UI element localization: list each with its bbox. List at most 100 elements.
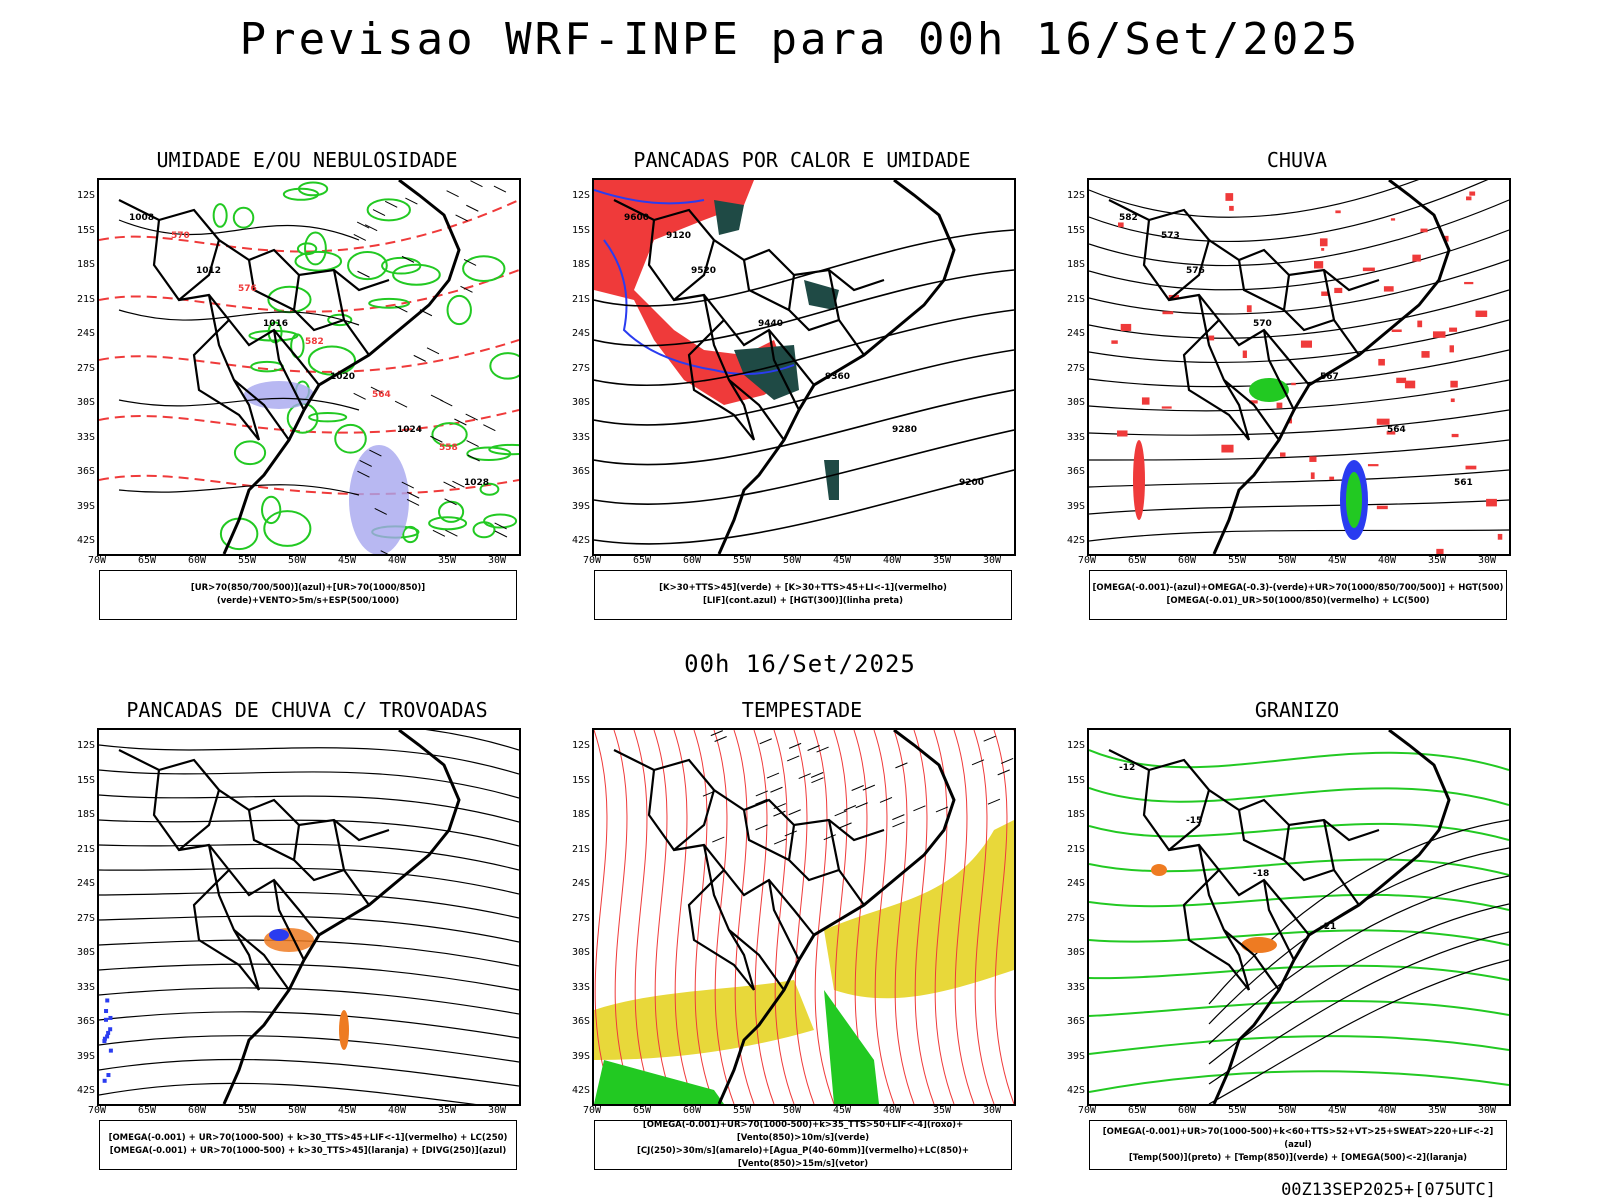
contour-label: 576 [238,284,257,294]
map-canvas-4 [99,730,519,1104]
longitude-label: 35W [1427,555,1447,566]
longitude-label: 65W [1127,1105,1147,1116]
contour-label: 567 [1320,372,1339,382]
legend-box-6: [OMEGA(-0.001)+UR>70(1000-500)+k<60+TTS>… [1089,1120,1507,1170]
legend-line: [OMEGA(-0.001) + UR>70(1000-500) + k>30_… [109,1146,507,1156]
latitude-label: 12S [1066,190,1085,201]
latitude-label: 15S [571,774,590,786]
latitude-label: 21S [1066,293,1085,305]
contour-label: 9360 [825,372,850,382]
latitude-label: 18S [1066,259,1085,270]
legend-line: [OMEGA(-0.001)+UR>70(1000-500)+k>35_TTS>… [642,1120,964,1143]
panel-title-2: PANCADAS POR CALOR E UMIDADE [633,148,971,172]
forecast-map-5 [592,728,1016,1106]
latitude-label: 18S [571,259,590,270]
longitude-label: 55W [237,555,257,566]
forecast-map-4 [97,728,521,1106]
longitude-label: 70W [1077,1105,1097,1116]
contour-label: 582 [1119,213,1138,223]
contour-label: 9520 [691,266,716,276]
contour-label: -21 [1320,922,1336,932]
map-canvas-6: -12 -15 -18 -21 [1089,730,1509,1104]
longitude-label: 50W [782,555,802,566]
longitude-label: 45W [832,1105,852,1116]
legend-box-3: [OMEGA(-0.001)-(azul)+OMEGA(-0.3)-(verde… [1089,570,1507,620]
latitude-label: 39S [1066,500,1085,512]
legend-line: [OMEGA(-0.001)-(azul)+OMEGA(-0.3)-(verde… [1092,583,1504,593]
legend-line: [LIF](cont.azul) + [HGT(300)](linha pret… [702,596,904,606]
forecast-map-6: -12 -15 -18 -21 [1087,728,1511,1106]
latitude-label: 18S [76,809,95,820]
contour-label: 1008 [129,213,154,223]
contour-label: 558 [439,443,458,453]
latitude-label: 33S [571,981,590,993]
map-canvas-3: 582 576 570 567 564 561 573 [1089,180,1509,554]
map-canvas-2: 9600 9520 9440 9360 9280 9200 9120 [594,180,1014,554]
contour-label: 573 [1161,231,1180,241]
main-title: Previsao WRF-INPE para 00h 16/Set/2025 [239,14,1361,65]
longitude-label: 45W [832,555,852,566]
latitude-label: 33S [1066,981,1085,993]
latitude-label: 18S [571,809,590,820]
latitude-label: 36S [76,1016,95,1027]
legend-box-5: [OMEGA(-0.001)+UR>70(1000-500)+k>35_TTS>… [594,1120,1012,1170]
longitude-label: 60W [187,555,207,566]
longitude-label: 35W [1427,1105,1447,1116]
legend-line: [K>30+TTS>45](verde) + [K>30+TTS>45+LI<-… [659,583,947,593]
valid-time-title: 00h 16/Set/2025 [684,650,916,678]
latitude-label: 27S [76,362,95,374]
longitude-label: 30W [1477,1105,1497,1116]
longitude-label: 60W [187,1105,207,1116]
latitude-label: 12S [76,740,95,751]
longitude-label: 40W [1377,1105,1397,1116]
latitude-label: 36S [1066,1016,1085,1027]
longitude-label: 60W [682,1105,702,1116]
latitude-label: 33S [1066,431,1085,443]
latitude-label: 30S [76,397,95,408]
latitude-label: 42S [1066,535,1085,546]
forecast-map-1: 1008 1012 1016 1020 1024 1028 570 576 582 564 558 [97,178,521,556]
legend-line: [Temp(500)](preto) + [Temp(850)](verde) … [1128,1152,1468,1163]
legend-box-1: [UR>70(850/700/500)](azul)+[UR>70(1000/8… [99,570,517,620]
longitude-label: 45W [337,555,357,566]
latitude-label: 33S [76,981,95,993]
map-canvas-1: 1008 1012 1016 1020 1024 1028 570 576 582 564 558 [99,180,519,554]
longitude-label: 70W [582,555,602,566]
latitude-label: 39S [1066,1050,1085,1062]
legend-line: [OMEGA(-0.001) + UR>70(1000-500) + k>30_… [108,1133,508,1143]
panel-title-4: PANCADAS DE CHUVA C/ TROVOADAS [126,698,488,722]
latitude-label: 36S [1066,466,1085,477]
legend-line: [OMEGA(-0.01)_UR>50(1000/850)(vermelho) … [1166,596,1430,606]
longitude-label: 65W [1127,555,1147,566]
longitude-label: 30W [982,555,1002,566]
contour-label: 570 [171,231,190,241]
latitude-label: 30S [571,397,590,408]
longitude-label: 45W [337,1105,357,1116]
latitude-label: 39S [76,500,95,512]
contour-label: -18 [1253,869,1269,879]
latitude-label: 21S [1066,843,1085,855]
longitude-label: 35W [932,1105,952,1116]
latitude-label: 27S [1066,912,1085,924]
latitude-label: 24S [571,328,590,339]
longitude-label: 60W [1177,1105,1197,1116]
latitude-label: 27S [571,362,590,374]
longitude-label: 50W [782,1105,802,1116]
longitude-label: 40W [1377,555,1397,566]
longitude-label: 65W [632,1105,652,1116]
latitude-label: 36S [76,466,95,477]
contour-label: 1020 [330,372,355,382]
contour-label: 561 [1454,478,1473,488]
longitude-label: 60W [682,555,702,566]
contour-label: 1012 [196,266,221,276]
legend-line: [CJ(250)>30m/s](amarelo)+[Agua_P(40-60mm… [636,1146,970,1169]
latitude-label: 27S [571,912,590,924]
latitude-label: 12S [571,740,590,751]
longitude-label: 65W [632,555,652,566]
latitude-label: 30S [571,947,590,958]
longitude-label: 30W [487,555,507,566]
latitude-label: 39S [571,1050,590,1062]
latitude-label: 42S [76,1085,95,1096]
legend-box-2: [K>30+TTS>45](verde) + [K>30+TTS>45+LI<-… [594,570,1012,620]
longitude-label: 40W [387,1105,407,1116]
